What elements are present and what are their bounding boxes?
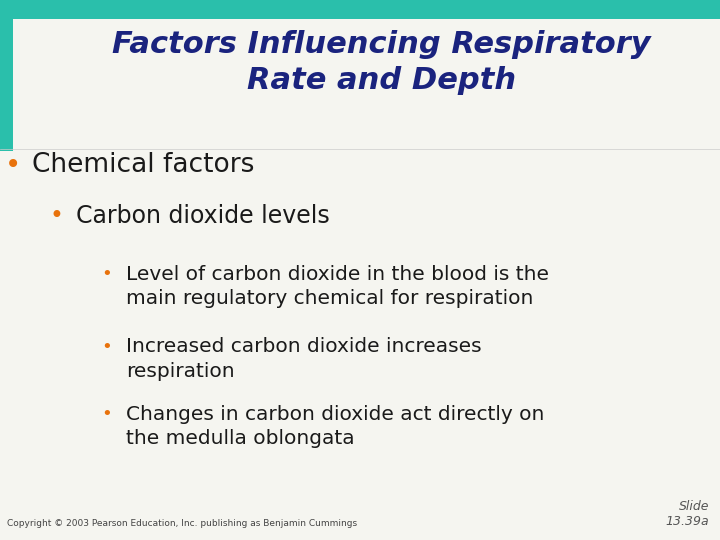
- Text: •: •: [102, 405, 112, 423]
- Text: Level of carbon dioxide in the blood is the
main regulatory chemical for respira: Level of carbon dioxide in the blood is …: [126, 265, 549, 308]
- Bar: [0, 0, 720, 19]
- Text: •: •: [102, 265, 112, 282]
- Text: •: •: [49, 204, 63, 228]
- Text: Increased carbon dioxide increases
respiration: Increased carbon dioxide increases respi…: [126, 338, 482, 381]
- Text: Carbon dioxide levels: Carbon dioxide levels: [76, 204, 329, 228]
- Text: Changes in carbon dioxide act directly on
the medulla oblongata: Changes in carbon dioxide act directly o…: [126, 405, 544, 448]
- Bar: [0, 19, 13, 151]
- Text: •: •: [5, 151, 21, 179]
- Text: Slide
13.39a: Slide 13.39a: [665, 500, 709, 528]
- Text: Copyright © 2003 Pearson Education, Inc. publishing as Benjamin Cummings: Copyright © 2003 Pearson Education, Inc.…: [7, 519, 357, 528]
- Text: Chemical factors: Chemical factors: [32, 152, 255, 178]
- Text: Factors Influencing Respiratory
Rate and Depth: Factors Influencing Respiratory Rate and…: [112, 30, 651, 94]
- Text: •: •: [102, 338, 112, 355]
